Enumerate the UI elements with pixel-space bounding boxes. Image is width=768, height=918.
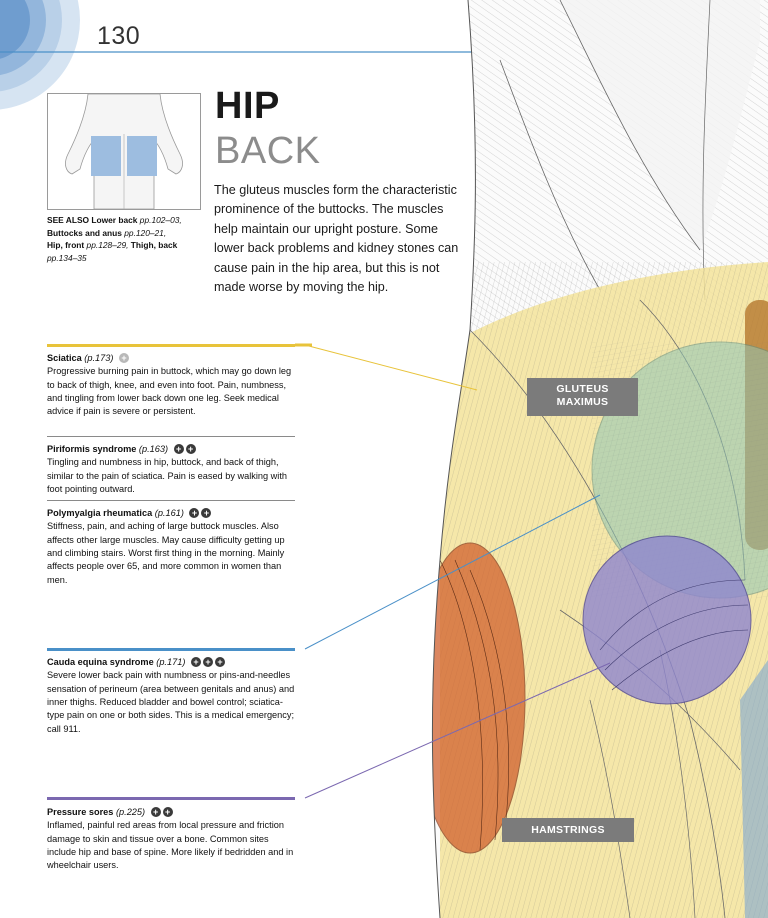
condition-polymyalgia: Polymyalgia rheumatica (p.161) + + Stiffn… (47, 507, 285, 585)
severity-icons: + + (189, 507, 213, 520)
condition-cauda-equina: Cauda equina syndrome (p.171) + + + Severe… (47, 656, 295, 734)
highlight-right-hip (127, 136, 157, 176)
condition-piriformis: Piriformis syndrome (p.163) + + Tingling … (47, 443, 288, 494)
yellow-section-rule (47, 344, 295, 347)
purple-section-rule (47, 797, 295, 800)
highlight-left-hip (91, 136, 121, 176)
page-title: HIP (215, 85, 280, 127)
severity-icons: + + + (190, 656, 227, 669)
severity-icons: + + (150, 806, 175, 819)
blue-leader-line (304, 494, 601, 650)
divider (47, 500, 295, 501)
severity-icons: + + (173, 443, 198, 456)
corner-decoration (0, 0, 80, 110)
yellow-leader-line (304, 344, 478, 391)
gluteus-maximus-label: GLUTEUS MAXIMUS (527, 378, 638, 416)
hamstrings-label: HAMSTRINGS (502, 818, 634, 842)
see-also-references: SEE ALSO Lower back pp.102–03, Buttocks … (47, 215, 182, 263)
condition-pressure-sores: Pressure sores (p.225) + + Inflamed, pain… (47, 806, 294, 871)
condition-sciatica: Sciatica (p.173) + Progressive burning p… (47, 352, 292, 417)
page-subtitle: BACK (215, 130, 321, 172)
blue-section-rule (47, 648, 295, 651)
divider (47, 436, 295, 437)
body-locator-thumbnail (47, 93, 201, 210)
intro-paragraph: The gluteus muscles form the characteris… (214, 183, 459, 295)
severity-icons: + (118, 352, 131, 365)
page-number: 130 (97, 22, 141, 50)
purple-leader-line (304, 662, 611, 799)
